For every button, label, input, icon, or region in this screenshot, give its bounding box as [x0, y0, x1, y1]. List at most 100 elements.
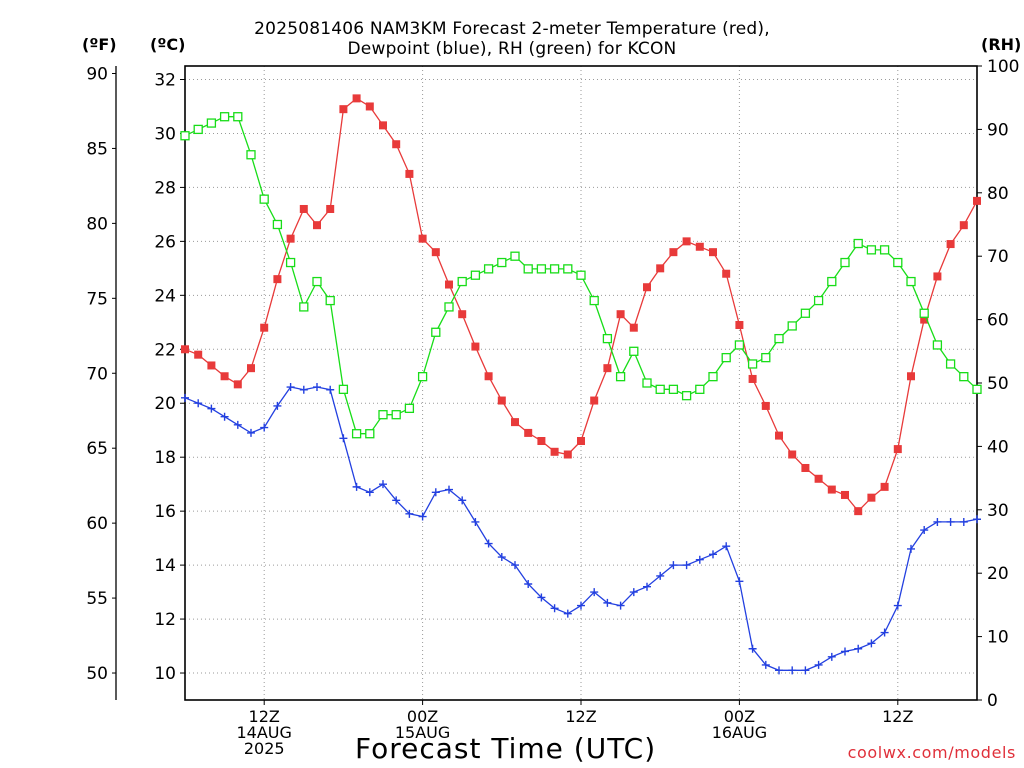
x-tick-label: 00Z [407, 707, 438, 726]
rh-point [721, 352, 731, 363]
rh-point [563, 264, 573, 274]
dewpoint-point [550, 604, 559, 613]
rh-tick-label: 70 [987, 247, 1009, 267]
temperature-point [893, 445, 902, 454]
celsius-tick-label: 14 [154, 556, 176, 576]
dewpoint-point [722, 542, 731, 551]
chart-title-line-2: Dewpoint (blue), RH (green) for KCON [347, 39, 677, 59]
rh-point [747, 359, 758, 369]
temperature-point [643, 283, 651, 292]
fahrenheit-tick-label: 90 [86, 64, 108, 84]
x-axis-label: Forecast Time (UTC) [355, 732, 657, 765]
celsius-tick-label: 28 [154, 178, 176, 198]
rh-point [787, 321, 797, 331]
dewpoint-line [184, 386, 978, 671]
rh-point [259, 194, 269, 204]
rh-point [523, 264, 533, 274]
dewpoint-point [471, 517, 480, 526]
temperature-point [339, 105, 348, 114]
rh-point [325, 295, 335, 306]
rh-point [233, 112, 243, 122]
temperature-point [577, 437, 585, 446]
rh-point [431, 327, 441, 337]
rh-point [470, 270, 481, 280]
temperature-point [524, 428, 533, 437]
dewpoint-point [867, 639, 876, 648]
temperature-point [801, 463, 810, 472]
temperature-point [511, 418, 519, 427]
rh-point [893, 257, 903, 268]
dewpoint-point [814, 660, 823, 669]
rh-point [853, 238, 863, 249]
dewpoint-point [445, 485, 453, 494]
x-tick-label: 14AUG [236, 723, 291, 742]
rh-tick-label: 30 [987, 501, 1009, 521]
rh-point [285, 257, 296, 268]
rh-point [959, 372, 969, 382]
celsius-tick-label: 32 [154, 70, 176, 90]
x-tick-label: 00Z [724, 707, 755, 726]
x-tick-label: 15AUG [395, 723, 450, 742]
dewpoint-point [431, 488, 440, 497]
dewpoint-point [220, 412, 229, 421]
rh-point [655, 384, 665, 394]
rh-point [417, 372, 428, 382]
rh-tick-label: 50 [987, 374, 1009, 394]
rh-point [536, 264, 547, 274]
rh-point [879, 245, 890, 255]
dewpoint-point [827, 652, 836, 661]
temperature-point [933, 272, 942, 281]
rh-point [299, 302, 309, 312]
rh-point [510, 251, 520, 261]
rh-point [206, 118, 217, 128]
rh-point [774, 333, 784, 344]
rh-tick-label: 100 [987, 57, 1019, 77]
rh-point [906, 276, 916, 287]
temperature-point [233, 380, 242, 389]
temperature-point [497, 396, 506, 405]
dewpoint-point [801, 666, 810, 675]
temperature-point [959, 221, 968, 230]
rh-point [180, 131, 190, 141]
dewpoint-point [418, 512, 427, 521]
rh-tick-label: 10 [987, 628, 1009, 648]
temperature-point [748, 374, 757, 383]
rh-point [272, 219, 283, 230]
temperature-point [299, 204, 308, 213]
dewpoint-point [181, 393, 189, 402]
dewpoint-point [299, 385, 308, 394]
temperature-point [775, 431, 783, 440]
temperature-point [867, 493, 876, 502]
dewpoint-point [537, 593, 546, 602]
dewpoint-point [748, 644, 757, 653]
dewpoint-point [405, 509, 414, 518]
dewpoint-point [893, 601, 902, 610]
fahrenheit-tick-label: 85 [86, 139, 108, 159]
rh-point [365, 429, 375, 439]
dewpoint-point [761, 660, 770, 669]
temperature-point [484, 372, 493, 381]
temperature-point [392, 140, 401, 149]
temperature-point [379, 121, 387, 130]
dewpoint-point [577, 601, 585, 610]
dewpoint-point [695, 555, 704, 564]
fahrenheit-tick-label: 80 [86, 214, 108, 234]
dewpoint-point [907, 544, 915, 553]
temperature-point [629, 323, 638, 332]
temperature-point [471, 342, 480, 351]
temperature-point [247, 364, 255, 373]
rh-point [615, 372, 626, 382]
temperature-point [788, 450, 797, 459]
rh-point [378, 410, 388, 420]
temperature-point [709, 248, 717, 257]
rh-tick-label: 60 [987, 311, 1009, 331]
dewpoint-point [643, 582, 651, 591]
fahrenheit-tick-label: 50 [86, 664, 108, 684]
rh-point [840, 257, 850, 268]
fahrenheit-tick-label: 55 [86, 589, 108, 609]
temperature-point [418, 234, 427, 243]
fahrenheit-axis-unit: (ºF) [82, 35, 117, 54]
celsius-tick-label: 30 [154, 124, 176, 144]
dewpoint-point [524, 579, 533, 588]
x-tick-label: 12Z [882, 707, 913, 726]
